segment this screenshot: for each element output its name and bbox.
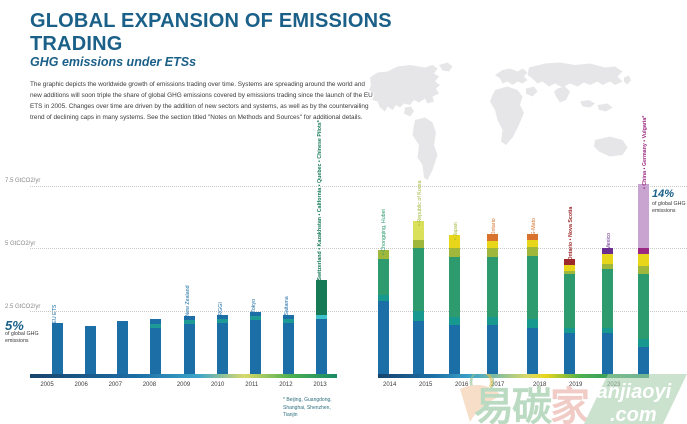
svg-text:碳: 碳	[512, 385, 553, 424]
svg-text:.com: .com	[610, 404, 657, 424]
svg-text:tanjiaoyi: tanjiaoyi	[590, 381, 672, 403]
svg-text:易: 易	[474, 385, 514, 424]
svg-text:家: 家	[550, 385, 590, 424]
